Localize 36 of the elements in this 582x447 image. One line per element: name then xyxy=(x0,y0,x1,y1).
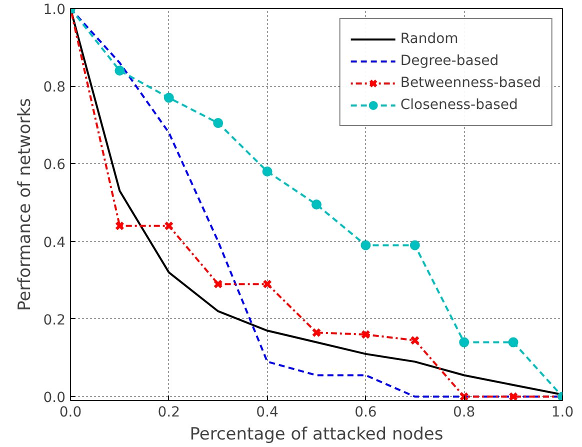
point xyxy=(114,66,125,76)
point xyxy=(459,337,470,348)
x-tick-label: 0.2 xyxy=(158,404,180,420)
point xyxy=(361,330,370,340)
x-tick-label: 0.4 xyxy=(256,404,279,420)
point xyxy=(115,221,124,231)
x-tick-label: 1.0 xyxy=(551,404,574,420)
x-axis-title: Percentage of attacked nodes xyxy=(190,424,444,444)
point xyxy=(312,200,322,210)
point xyxy=(360,240,371,250)
y-tick-label: 0.6 xyxy=(43,157,66,174)
point xyxy=(312,328,322,338)
point xyxy=(164,92,174,103)
y-tick-label: 0.4 xyxy=(43,234,66,251)
x-tick-label: 0.6 xyxy=(354,404,377,420)
x-tick-label: 0.0 xyxy=(59,404,82,420)
legend-label: Random xyxy=(400,31,458,47)
point xyxy=(410,336,420,346)
point xyxy=(262,279,272,289)
point xyxy=(213,118,224,128)
y-tick-label: 0.8 xyxy=(43,80,66,96)
y-tick-label: 0.0 xyxy=(43,390,66,406)
legend-label: Closeness-based xyxy=(400,97,518,113)
point xyxy=(508,392,518,400)
point xyxy=(213,279,223,289)
point xyxy=(459,392,469,400)
y-axis-title: Performance of networks xyxy=(15,98,36,311)
legend-label: Degree-based xyxy=(400,53,499,69)
legend-label: Betweenness-based xyxy=(400,75,541,91)
point xyxy=(262,166,272,176)
y-tick-label: 0.2 xyxy=(43,312,66,328)
x-tick-label: 0.8 xyxy=(452,404,476,420)
point xyxy=(508,337,518,348)
y-tick-label: 1.0 xyxy=(43,2,66,18)
point xyxy=(410,240,420,250)
point xyxy=(164,221,174,231)
